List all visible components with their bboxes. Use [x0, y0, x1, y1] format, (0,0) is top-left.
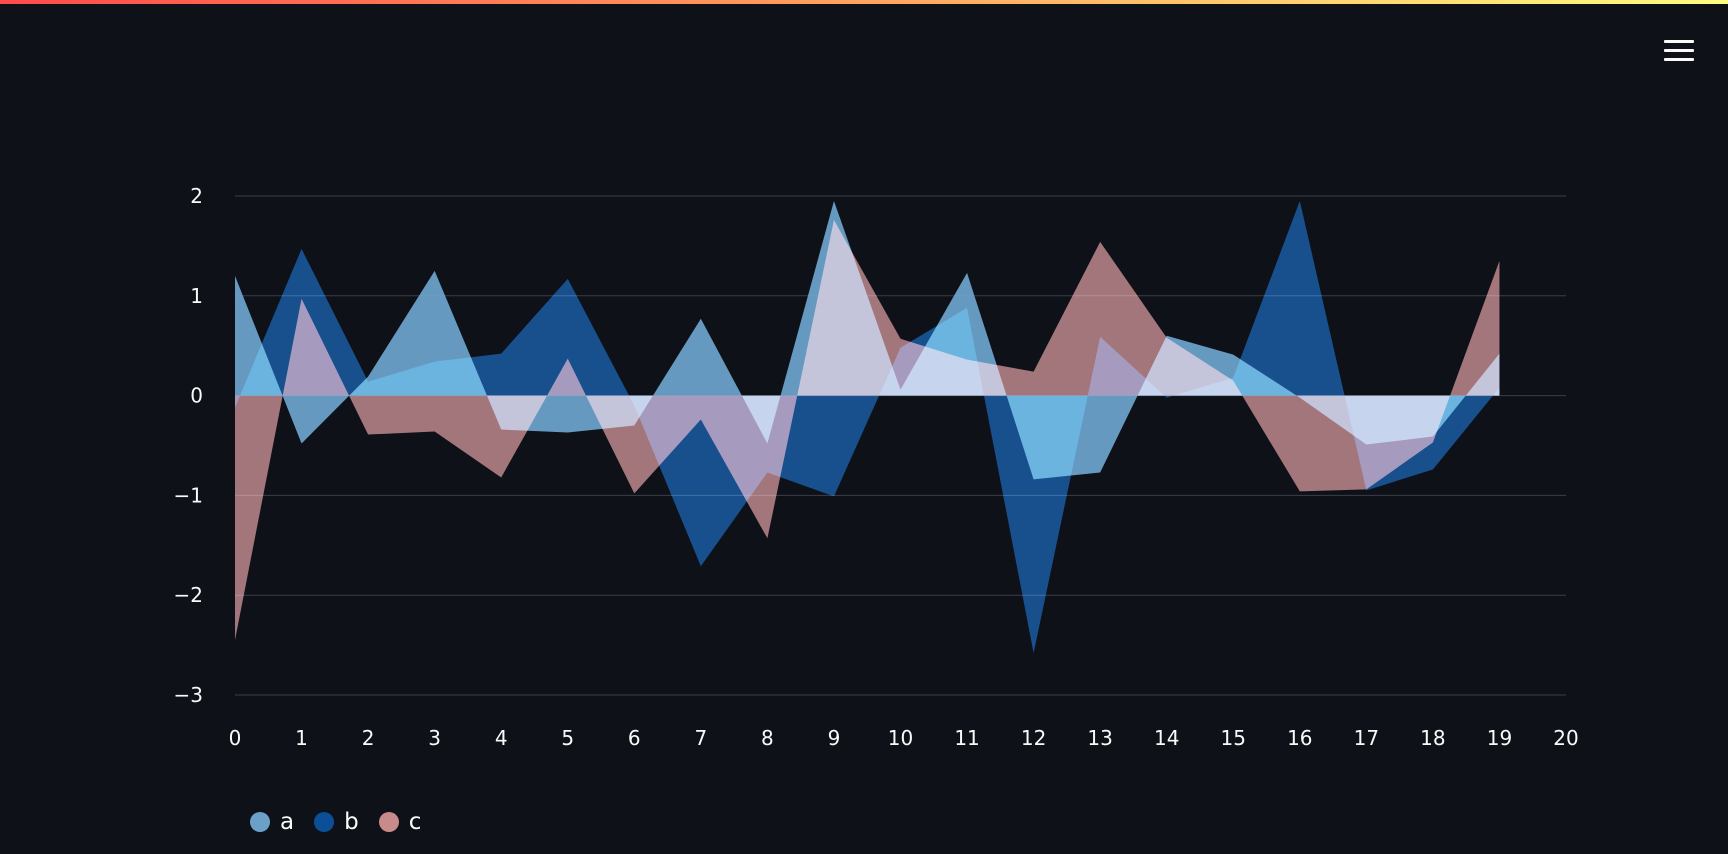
- legend-item-c[interactable]: c: [378, 808, 422, 836]
- legend-label: b: [344, 809, 359, 835]
- area-series-b: [235, 200, 1500, 654]
- x-tick-label: 18: [1420, 726, 1445, 750]
- area-series: [235, 200, 1500, 654]
- menu-line: [1664, 49, 1694, 52]
- x-tick-label: 12: [1021, 726, 1046, 750]
- x-tick-label: 13: [1087, 726, 1112, 750]
- y-tick-label: −2: [174, 583, 203, 607]
- legend-swatch: [314, 812, 335, 832]
- chart-legend: a b c: [250, 808, 441, 836]
- y-tick-label: 1: [190, 284, 203, 308]
- x-tick-label: 20: [1553, 726, 1578, 750]
- x-tick-label: 16: [1287, 726, 1312, 750]
- hamburger-menu-icon[interactable]: [1652, 34, 1706, 68]
- legend-item-b[interactable]: b: [314, 808, 359, 836]
- x-tick-label: 7: [694, 726, 707, 750]
- axis-labels: 210−1−2−30 1 2 3 4 5 6 7 8 9 10 11 12 13 14 15 16 17 18 19 2…: [174, 184, 1579, 750]
- x-tick-label: 6: [628, 726, 641, 750]
- x-tick-label: 0: [229, 726, 242, 750]
- y-tick-label: −3: [174, 683, 203, 707]
- y-tick-label: 2: [190, 184, 203, 208]
- x-tick-label: 17: [1354, 726, 1379, 750]
- legend-swatch: [250, 812, 270, 832]
- x-tick-label: 2: [362, 726, 375, 750]
- x-tick-label: 15: [1221, 726, 1246, 750]
- area-series-c: [235, 219, 1500, 641]
- legend-item-a[interactable]: a: [250, 808, 294, 836]
- x-tick-label: 4: [495, 726, 508, 750]
- legend-label: a: [280, 809, 295, 835]
- x-tick-label: 10: [888, 726, 913, 750]
- x-tick-label: 19: [1487, 726, 1512, 750]
- x-tick-label: 8: [761, 726, 774, 750]
- x-tick-label: 5: [561, 726, 574, 750]
- x-tick-label: 1: [295, 726, 308, 750]
- y-tick-label: −1: [174, 483, 203, 507]
- menu-line: [1664, 58, 1694, 61]
- legend-label: c: [408, 809, 422, 835]
- x-tick-label: 11: [954, 726, 979, 750]
- x-tick-label: 14: [1154, 726, 1179, 750]
- top-decoration-bar: [0, 0, 1728, 4]
- y-tick-label: 0: [190, 384, 203, 408]
- menu-line: [1664, 40, 1694, 43]
- x-tick-label: 9: [828, 726, 841, 750]
- legend-swatch: [378, 812, 399, 832]
- x-tick-label: 3: [428, 726, 441, 750]
